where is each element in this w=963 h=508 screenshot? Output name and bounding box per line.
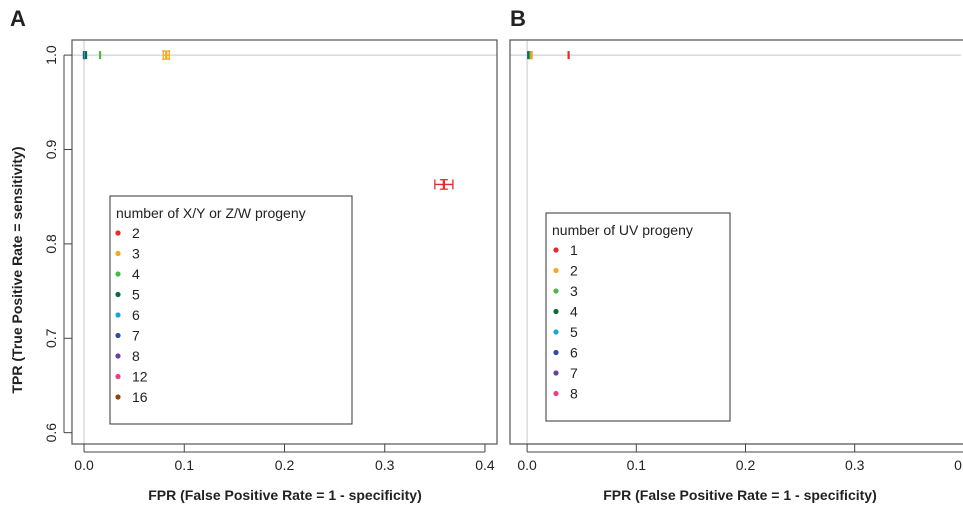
x-tick-label: 0.4 [954,457,963,473]
data-point-3 [162,50,171,61]
panel-a-x-axis-title: FPR (False Positive Rate = 1 - specifici… [148,487,422,503]
y-tick-label: 1.0 [43,45,59,65]
x-tick-label: 0.0 [74,457,94,473]
x-tick-label: 0.3 [845,457,865,473]
legend-marker-8 [553,390,559,397]
legend-label-4: 4 [132,266,140,282]
legend-marker-2 [115,230,121,236]
legend-label-16: 16 [132,389,148,405]
panel-a-legend: number of X/Y or Z/W progeny 2 3 4 5 6 7 8 12 16 [109,195,353,425]
panel-b-x-axis-title: FPR (False Positive Rate = 1 - specifici… [603,487,877,503]
x-tick-label: 0.3 [375,457,395,473]
panel-b-plot-area: 0.0 0.1 0.2 0.3 0.4 [509,39,963,473]
panel-b-legend-box [545,212,731,422]
legend-label-2: 2 [570,263,578,279]
panel-a-legend-title: number of X/Y or Z/W progeny [116,205,306,221]
legend-label-1: 1 [570,242,578,258]
legend-label-4: 4 [570,304,578,320]
legend-marker-16 [115,394,121,400]
legend-label-2: 2 [132,225,140,241]
legend-marker-6 [553,349,559,356]
legend-label-3: 3 [132,246,140,262]
y-tick-label: 0.6 [43,423,59,443]
legend-marker-8 [115,353,121,359]
legend-marker-5 [115,291,121,298]
panel-a: A TPR (True Positive Rate = sensitivity)… [9,6,498,503]
panel-a-legend-entries: 2 3 4 5 6 7 8 12 16 [115,225,148,405]
panel-b-x-axis: 0.0 0.1 0.2 0.3 0.4 [517,444,963,473]
legend-marker-12 [115,373,121,380]
panel-b: B 0.0 0.1 0.2 0.3 0.4 FPR (False Positive Ra… [509,6,963,503]
legend-label-3: 3 [570,283,578,299]
legend-label-6: 6 [132,307,140,323]
panel-a-y-axis-title: TPR (True Positive Rate = sensitivity) [9,146,25,393]
panel-a-plot-area: 0.6 0.7 0.8 0.9 1.0 0.0 0.1 0.2 0.3 0.4 [43,39,498,473]
panel-b-plot-frame [509,39,963,445]
legend-marker-7 [553,370,559,376]
legend-marker-2 [553,267,559,274]
legend-marker-3 [553,288,559,294]
legend-label-8: 8 [570,386,578,402]
y-tick-label: 0.7 [43,328,59,348]
x-tick-label: 0.2 [275,457,295,473]
legend-marker-6 [115,312,121,318]
panel-b-legend: number of UV progeny 1 2 3 4 5 6 7 8 [545,212,731,422]
legend-label-7: 7 [132,328,140,344]
legend-label-6: 6 [570,345,578,361]
panel-b-legend-title: number of UV progeny [552,222,693,238]
legend-label-12: 12 [132,369,148,385]
panel-b-letter: B [510,6,526,31]
panel-a-legend-box [109,195,353,425]
panel-a-letter: A [10,6,26,31]
legend-marker-1 [553,247,559,253]
panel-b-data-points [527,51,570,60]
y-tick-label: 0.8 [43,234,59,254]
legend-marker-5 [553,329,559,335]
legend-label-5: 5 [132,287,140,303]
x-tick-label: 0.1 [175,457,195,473]
panel-b-legend-entries: 1 2 3 4 5 6 7 8 [553,242,578,402]
legend-label-5: 5 [570,324,578,340]
x-tick-label: 0.2 [736,457,756,473]
x-tick-label: 0.0 [517,457,537,473]
legend-marker-4 [115,271,121,277]
legend-label-7: 7 [570,365,578,381]
x-tick-label: 0.4 [475,457,495,473]
panel-a-y-axis: 0.6 0.7 0.8 0.9 1.0 [43,45,72,442]
legend-marker-4 [553,308,559,315]
legend-marker-3 [115,250,121,257]
legend-marker-7 [115,332,121,339]
x-tick-label: 0.1 [627,457,647,473]
panel-a-data-points [82,50,454,190]
y-tick-label: 0.9 [43,140,59,160]
data-point-2 [434,179,454,190]
panel-a-x-axis: 0.0 0.1 0.2 0.3 0.4 [74,444,495,473]
legend-label-8: 8 [132,348,140,364]
